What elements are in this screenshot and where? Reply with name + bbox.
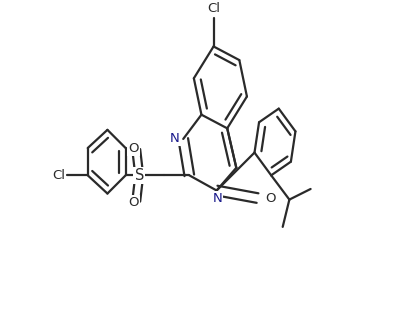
Text: N: N (212, 192, 222, 205)
Text: N: N (170, 132, 180, 145)
Text: O: O (265, 192, 276, 205)
Text: S: S (134, 168, 144, 183)
Text: Cl: Cl (207, 2, 220, 15)
Text: O: O (128, 196, 139, 209)
Text: Cl: Cl (52, 169, 65, 182)
Text: O: O (128, 142, 139, 154)
